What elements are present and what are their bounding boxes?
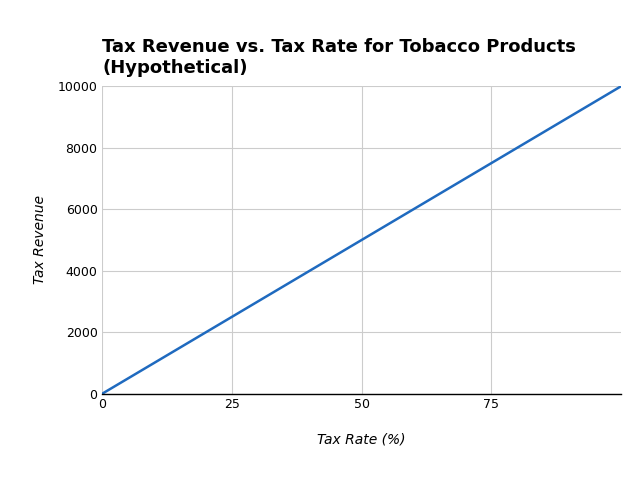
X-axis label: Tax Rate (%): Tax Rate (%)	[317, 432, 406, 446]
Text: Tax Revenue vs. Tax Rate for Tobacco Products
(Hypothetical): Tax Revenue vs. Tax Rate for Tobacco Pro…	[102, 38, 576, 76]
Y-axis label: Tax Revenue: Tax Revenue	[33, 195, 47, 285]
